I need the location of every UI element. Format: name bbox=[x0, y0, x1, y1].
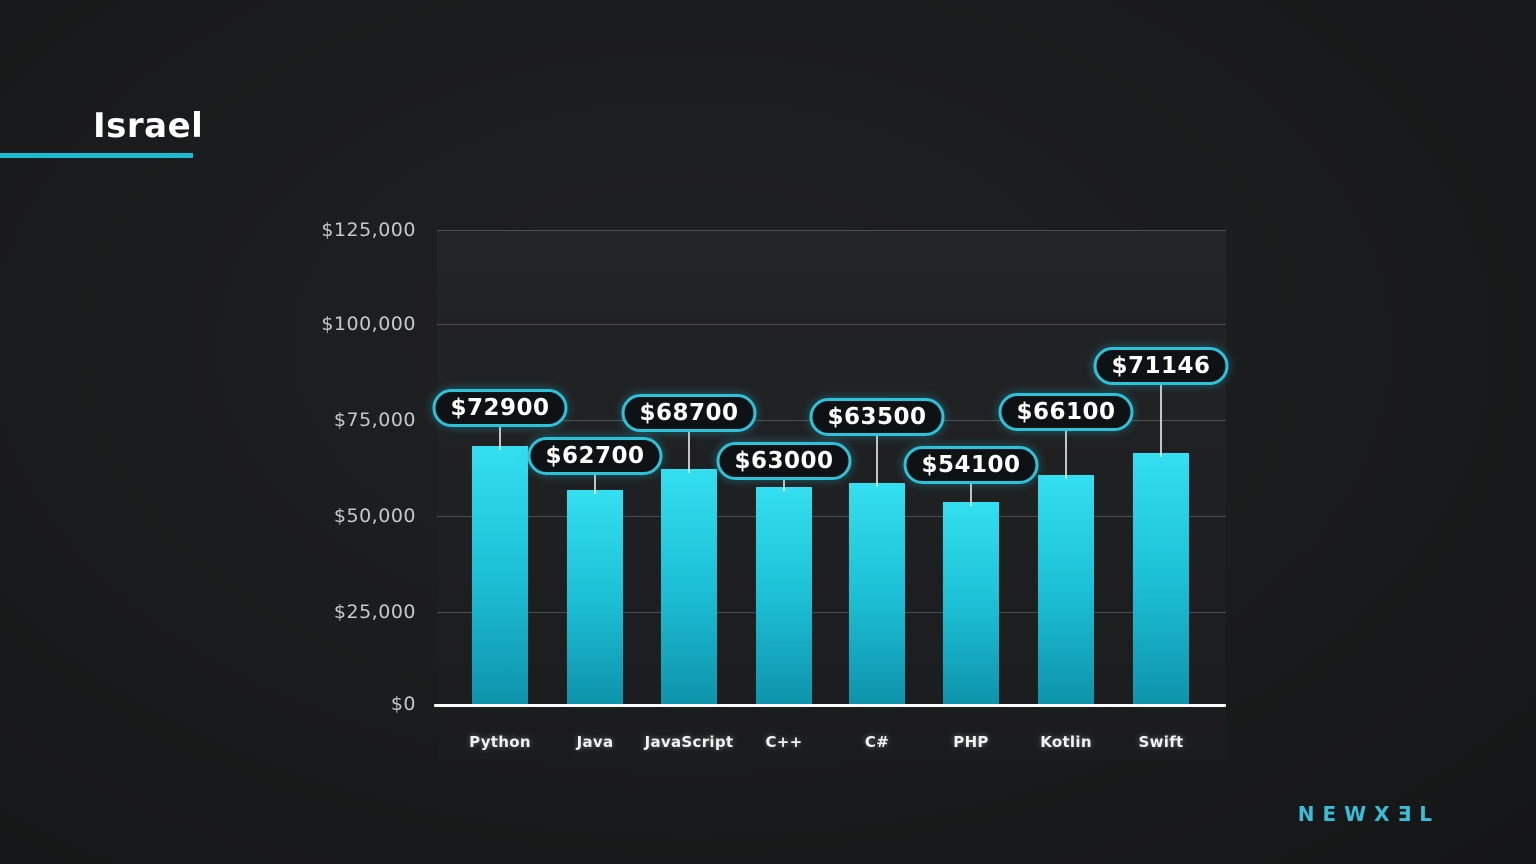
plot-background bbox=[437, 230, 1226, 760]
x-label-swift: Swift bbox=[1138, 733, 1184, 751]
callout-connector bbox=[688, 424, 690, 473]
x-label-kotlin: Kotlin bbox=[1040, 733, 1092, 751]
page-title: Israel bbox=[93, 106, 204, 146]
gridline bbox=[437, 230, 1226, 231]
value-callout-javascript: $68700 bbox=[621, 394, 757, 432]
callout-connector bbox=[783, 472, 785, 491]
bar-javascript bbox=[661, 469, 717, 705]
title-underline bbox=[0, 153, 193, 158]
gridline bbox=[437, 612, 1226, 613]
y-tick-label: $25,000 bbox=[333, 601, 416, 623]
bar-python bbox=[472, 446, 528, 705]
y-tick-label: $50,000 bbox=[333, 505, 416, 527]
value-callout-c++: $63000 bbox=[716, 442, 852, 480]
value-callout-php: $54100 bbox=[903, 446, 1039, 484]
value-callout-swift: $71146 bbox=[1093, 347, 1229, 385]
value-callout-c#: $63500 bbox=[809, 398, 945, 436]
bar-swift bbox=[1133, 453, 1189, 705]
callout-connector bbox=[970, 476, 972, 506]
x-label-java: Java bbox=[576, 733, 614, 751]
value-callout-python: $72900 bbox=[432, 389, 568, 427]
callout-connector bbox=[499, 419, 501, 450]
gridline bbox=[437, 324, 1226, 325]
value-callout-java: $62700 bbox=[527, 437, 663, 475]
newxel-logo: NEWXƎL bbox=[1297, 802, 1440, 826]
bar-kotlin bbox=[1038, 475, 1094, 705]
x-label-c++: C++ bbox=[765, 733, 803, 751]
gridline bbox=[437, 516, 1226, 517]
bar-php bbox=[943, 502, 999, 705]
y-tick-label: $125,000 bbox=[321, 219, 416, 241]
y-tick-label: $75,000 bbox=[333, 409, 416, 431]
callout-connector bbox=[1065, 423, 1067, 479]
x-axis-line bbox=[434, 704, 1226, 707]
bar-c# bbox=[849, 483, 905, 705]
x-label-python: Python bbox=[469, 733, 531, 751]
callout-connector bbox=[594, 467, 596, 494]
x-label-c#: C# bbox=[864, 733, 890, 751]
callout-connector bbox=[876, 428, 878, 487]
x-label-javascript: JavaScript bbox=[644, 733, 734, 751]
value-callout-kotlin: $66100 bbox=[998, 393, 1134, 431]
bar-c++ bbox=[756, 487, 812, 705]
bar-java bbox=[567, 490, 623, 705]
x-label-php: PHP bbox=[953, 733, 989, 751]
callout-connector bbox=[1160, 377, 1162, 457]
y-tick-label: $0 bbox=[390, 693, 416, 715]
y-tick-label: $100,000 bbox=[321, 313, 416, 335]
